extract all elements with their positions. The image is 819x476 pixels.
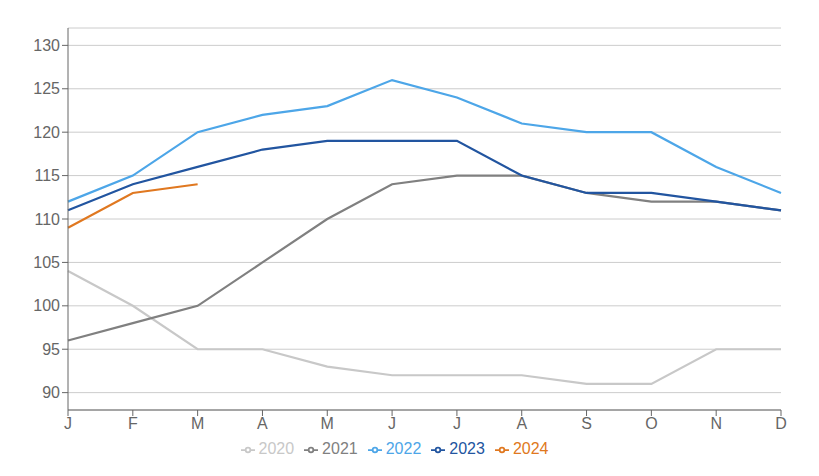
svg-text:120: 120 [33,124,60,141]
svg-text:J: J [64,415,72,432]
svg-text:M: M [191,415,204,432]
svg-text:125: 125 [33,80,60,97]
svg-text:N: N [710,415,722,432]
html-text:2022: 2022 [385,440,422,457]
svg-text:90: 90 [42,384,60,401]
svg-text:O: O [645,415,657,432]
svg-text:115: 115 [34,167,60,184]
svg-text:J: J [388,415,396,432]
html-text:2024: 2024 [512,440,549,457]
svg-text:110: 110 [34,211,60,228]
svg-text:105: 105 [33,254,60,271]
svg-text:M: M [321,415,334,432]
svg-text:A: A [257,415,268,432]
html-text:2021: 2021 [322,440,358,457]
svg-text:95: 95 [42,341,60,358]
svg-text:S: S [581,415,592,432]
svg-text:J: J [453,415,461,432]
svg-text:F: F [128,415,138,432]
html-text:2020: 2020 [258,440,295,457]
svg-text:A: A [516,415,527,432]
svg-text:100: 100 [33,297,60,314]
html-text:2023: 2023 [449,440,485,457]
svg-text:130: 130 [33,37,60,54]
svg-text:D: D [775,415,787,432]
